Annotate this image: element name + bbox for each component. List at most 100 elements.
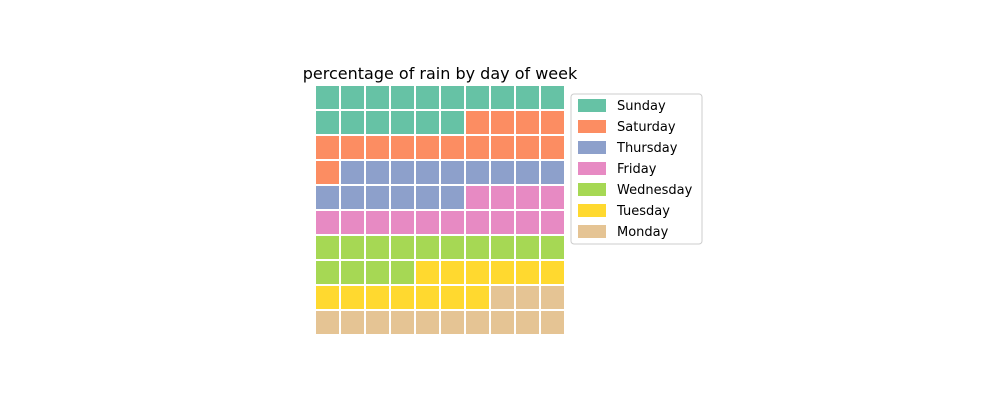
waffle-cell-tuesday <box>341 286 364 309</box>
legend-label-thursday: Thursday <box>616 141 678 156</box>
waffle-cell-thursday <box>441 161 464 184</box>
legend-swatch-friday <box>578 162 606 175</box>
waffle-cell-thursday <box>391 161 414 184</box>
waffle-cell-tuesday <box>416 261 439 284</box>
waffle-cell-thursday <box>366 161 389 184</box>
waffle-cell-tuesday <box>416 286 439 309</box>
waffle-cell-sunday <box>366 86 389 109</box>
waffle-cell-friday <box>491 211 514 234</box>
waffle-cell-sunday <box>491 86 514 109</box>
waffle-cell-sunday <box>441 111 464 134</box>
waffle-cell-saturday <box>416 136 439 159</box>
legend-label-monday: Monday <box>617 225 669 240</box>
waffle-cell-monday <box>366 311 389 334</box>
waffle-cell-monday <box>441 311 464 334</box>
waffle-cell-saturday <box>466 136 489 159</box>
waffle-cell-friday <box>316 211 339 234</box>
waffle-cell-saturday <box>341 136 364 159</box>
waffle-cell-friday <box>391 211 414 234</box>
waffle-cell-wednesday <box>366 236 389 259</box>
waffle-cell-sunday <box>366 111 389 134</box>
waffle-cell-monday <box>541 311 564 334</box>
waffle-cell-sunday <box>316 111 339 134</box>
waffle-cell-tuesday <box>316 286 339 309</box>
waffle-cell-wednesday <box>391 261 414 284</box>
waffle-cell-wednesday <box>366 261 389 284</box>
waffle-cell-thursday <box>391 186 414 209</box>
legend-label-saturday: Saturday <box>617 120 676 135</box>
waffle-cell-thursday <box>316 186 339 209</box>
waffle-cell-sunday <box>541 86 564 109</box>
waffle-cell-saturday <box>391 136 414 159</box>
waffle-cell-sunday <box>466 86 489 109</box>
waffle-cell-friday <box>466 186 489 209</box>
waffle-cell-friday <box>491 186 514 209</box>
waffle-cell-sunday <box>391 86 414 109</box>
waffle-cell-saturday <box>441 136 464 159</box>
legend: Sunday Saturday Thursday Friday Wednesday Tue… <box>570 93 703 245</box>
waffle-cell-sunday <box>341 86 364 109</box>
waffle-cell-thursday <box>441 186 464 209</box>
legend-swatch-saturday <box>578 120 606 133</box>
waffle-cell-monday <box>491 286 514 309</box>
waffle-cell-wednesday <box>416 236 439 259</box>
waffle-cell-wednesday <box>541 236 564 259</box>
waffle-cell-wednesday <box>516 236 539 259</box>
waffle-cell-thursday <box>341 161 364 184</box>
waffle-cell-saturday <box>491 111 514 134</box>
waffle-cell-thursday <box>416 186 439 209</box>
waffle-cell-sunday <box>516 86 539 109</box>
waffle-cell-friday <box>366 211 389 234</box>
legend-label-friday: Friday <box>617 162 657 177</box>
waffle-cell-friday <box>441 211 464 234</box>
waffle-cell-monday <box>491 311 514 334</box>
waffle-cell-sunday <box>416 111 439 134</box>
waffle-cell-friday <box>541 186 564 209</box>
waffle-cell-tuesday <box>366 286 389 309</box>
waffle-cell-wednesday <box>316 261 339 284</box>
waffle-cell-saturday <box>466 111 489 134</box>
waffle-cell-thursday <box>366 186 389 209</box>
waffle-cell-monday <box>341 311 364 334</box>
waffle-cell-friday <box>541 211 564 234</box>
waffle-cell-wednesday <box>391 236 414 259</box>
legend-swatch-sunday <box>578 99 606 112</box>
waffle-cell-friday <box>516 186 539 209</box>
waffle-cell-saturday <box>366 136 389 159</box>
legend-swatch-wednesday <box>578 183 606 196</box>
waffle-grid <box>316 86 564 334</box>
waffle-cell-tuesday <box>466 286 489 309</box>
waffle-cell-thursday <box>416 161 439 184</box>
waffle-cell-thursday <box>341 186 364 209</box>
waffle-cell-sunday <box>391 111 414 134</box>
waffle-cell-friday <box>416 211 439 234</box>
waffle-cell-monday <box>416 311 439 334</box>
waffle-cell-monday <box>466 311 489 334</box>
waffle-cell-friday <box>466 211 489 234</box>
waffle-cell-monday <box>516 286 539 309</box>
waffle-cell-saturday <box>541 136 564 159</box>
waffle-cell-tuesday <box>516 261 539 284</box>
waffle-cell-friday <box>341 211 364 234</box>
waffle-cell-wednesday <box>341 261 364 284</box>
chart-title: percentage of rain by day of week <box>303 64 578 83</box>
waffle-cell-thursday <box>466 161 489 184</box>
waffle-cell-saturday <box>516 111 539 134</box>
waffle-cell-saturday <box>316 161 339 184</box>
waffle-cell-saturday <box>316 136 339 159</box>
waffle-cell-sunday <box>416 86 439 109</box>
waffle-cell-saturday <box>516 136 539 159</box>
waffle-cell-wednesday <box>491 236 514 259</box>
legend-swatch-monday <box>578 225 606 238</box>
waffle-cell-thursday <box>541 161 564 184</box>
waffle-cell-wednesday <box>316 236 339 259</box>
waffle-cell-monday <box>516 311 539 334</box>
waffle-cell-monday <box>316 311 339 334</box>
waffle-cell-monday <box>541 286 564 309</box>
waffle-cell-wednesday <box>341 236 364 259</box>
legend-swatch-tuesday <box>578 204 606 217</box>
waffle-cell-tuesday <box>441 261 464 284</box>
waffle-cell-tuesday <box>466 261 489 284</box>
legend-label-wednesday: Wednesday <box>617 183 693 198</box>
